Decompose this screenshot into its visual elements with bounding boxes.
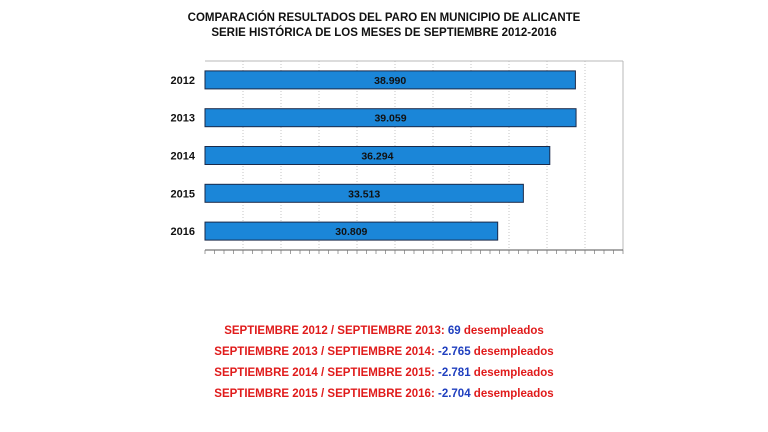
y-tick-label-2016: 2016 (171, 226, 195, 238)
comparison-value: -2.781 (437, 367, 471, 379)
comparison-line-3: SEPTIEMBRE 2014 / SEPTIEMBRE 2015: -2.78… (0, 367, 768, 379)
data-label-2014: 36.294 (361, 151, 393, 163)
comparison-label: SEPTIEMBRE 2014 / SEPTIEMBRE 2015: (214, 367, 435, 379)
comparison-value: -2.765 (437, 346, 471, 358)
comparison-label: SEPTIEMBRE 2013 / SEPTIEMBRE 2014: (214, 346, 435, 358)
comparison-line-4: SEPTIEMBRE 2015 / SEPTIEMBRE 2016: -2.70… (0, 388, 768, 400)
bar-chart: 38.990 2012 39.059 2013 36.294 2014 33.513 2015… (171, 60, 624, 254)
data-label-2013: 39.059 (374, 113, 406, 125)
comparison-unit: desempleados (473, 367, 554, 379)
data-label-2012: 38.990 (374, 75, 406, 87)
data-label-2015: 33.513 (348, 188, 380, 200)
comparison-unit: desempleados (473, 388, 554, 400)
y-tick-label-2013: 2013 (171, 113, 195, 125)
y-tick-label-2015: 2015 (171, 188, 195, 200)
y-tick-label-2014: 2014 (171, 151, 196, 163)
chart-title: COMPARACIÓN RESULTADOS DEL PARO EN MUNIC… (187, 12, 581, 24)
bar-2014 (204, 146, 551, 165)
comparison-line-2: SEPTIEMBRE 2013 / SEPTIEMBRE 2014: -2.76… (0, 346, 768, 358)
bar-2013 (204, 108, 577, 128)
comparison-label: SEPTIEMBRE 2012 / SEPTIEMBRE 2013: (224, 325, 445, 337)
comparison-unit: desempleados (473, 346, 554, 358)
comparison-value: 69 (447, 325, 461, 337)
comparison-label: SEPTIEMBRE 2015 / SEPTIEMBRE 2016: (214, 388, 435, 400)
comparison-value: -2.704 (437, 388, 471, 400)
chart-subtitle: SERIE HISTÓRICA DE LOS MESES DE SEPTIEMB… (211, 27, 557, 39)
y-tick-label-2012: 2012 (171, 75, 195, 87)
bar-2016 (204, 221, 499, 241)
data-label-2016: 30.809 (335, 226, 367, 238)
bar-2015 (204, 183, 524, 203)
bar-2012 (204, 70, 576, 90)
comparison-line-1: SEPTIEMBRE 2012 / SEPTIEMBRE 2013: 69 de… (0, 325, 768, 337)
comparison-unit: desempleados (463, 325, 544, 337)
